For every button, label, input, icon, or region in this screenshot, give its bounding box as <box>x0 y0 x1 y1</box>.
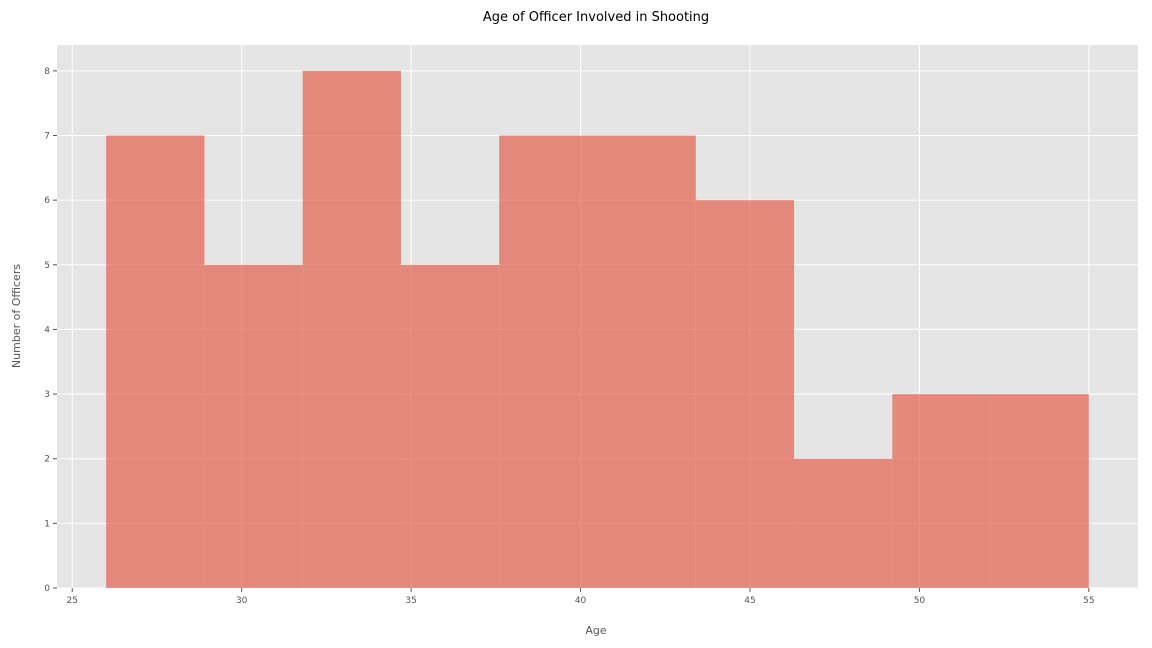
histogram-bar <box>990 394 1089 588</box>
histogram-bar <box>794 458 893 588</box>
histogram-bar <box>695 200 795 588</box>
x-tick-label: 45 <box>744 596 755 606</box>
y-tick-label: 5 <box>44 261 50 271</box>
x-tick-label: 25 <box>67 596 78 606</box>
y-tick-label: 2 <box>44 455 50 465</box>
x-tick-label: 50 <box>914 596 926 606</box>
histogram-bar <box>892 394 991 588</box>
y-tick-label: 4 <box>44 325 50 335</box>
histogram-bar <box>302 70 401 589</box>
histogram-bars <box>106 70 1089 589</box>
y-tick-label: 3 <box>44 390 50 400</box>
x-tick-label: 40 <box>575 596 587 606</box>
y-tick-label: 0 <box>44 584 50 594</box>
histogram-bar <box>204 264 303 588</box>
x-axis-label: Age <box>585 624 607 637</box>
x-axis-ticks: 25 30 35 40 45 50 55 <box>67 588 1095 606</box>
histogram-bar <box>499 135 598 588</box>
y-axis-ticks: 0 1 2 3 4 5 6 7 8 <box>44 67 57 594</box>
y-axis-label: Number of Officers <box>10 264 23 368</box>
histogram-bar <box>597 135 696 588</box>
histogram-bar <box>106 135 205 588</box>
y-tick-label: 6 <box>44 196 50 206</box>
y-tick-label: 7 <box>44 132 50 142</box>
x-tick-label: 55 <box>1083 596 1094 606</box>
histogram-bar <box>400 264 500 588</box>
y-tick-label: 1 <box>44 519 50 529</box>
x-tick-label: 35 <box>405 596 416 606</box>
chart-title: Age of Officer Involved in Shooting <box>483 10 709 25</box>
y-tick-label: 8 <box>44 67 50 77</box>
x-tick-label: 30 <box>236 596 248 606</box>
